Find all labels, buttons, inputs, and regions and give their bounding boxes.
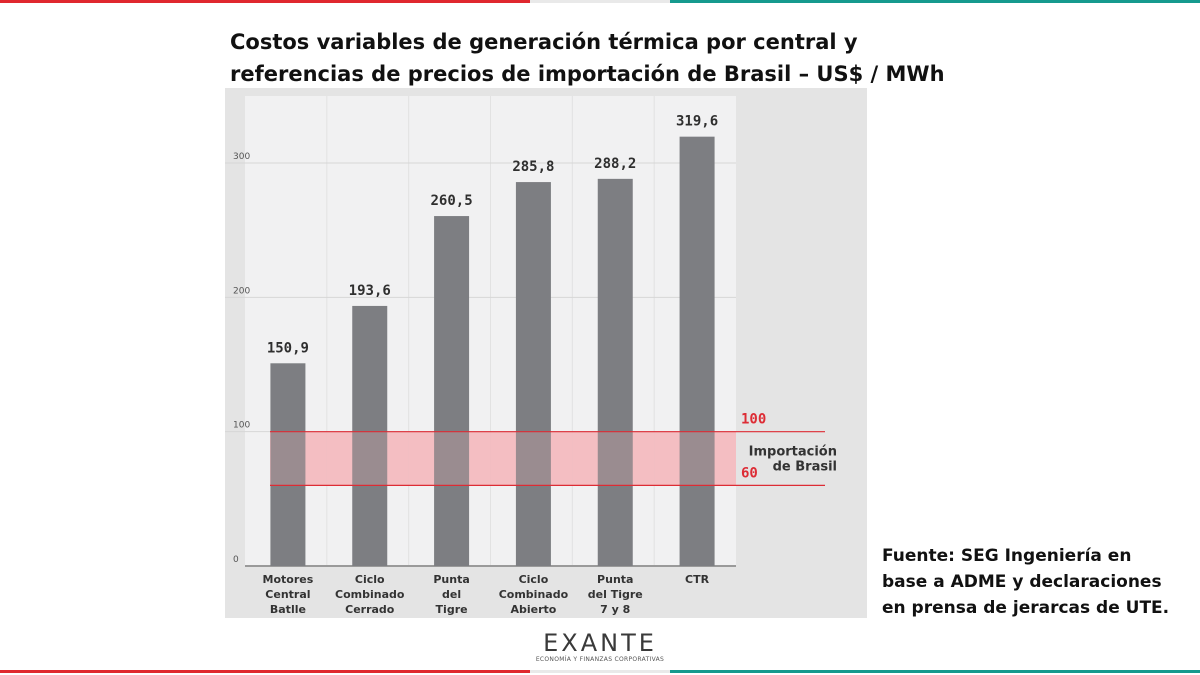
- bottom-stripe-teal: [670, 670, 1200, 673]
- bar: [434, 216, 470, 567]
- bar: [270, 363, 306, 566]
- chart-title-line-1: Costos variables de generación térmica p…: [230, 30, 858, 54]
- x-category-label: Combinado: [335, 588, 405, 601]
- bar: [352, 305, 388, 566]
- bar-value-label: 150,9: [267, 340, 309, 356]
- chart-title-line-2: referencias de precios de importación de…: [230, 62, 945, 86]
- x-category-label: del Tigre: [588, 588, 643, 601]
- band-name-label: Importación: [749, 445, 837, 460]
- chart-title: Costos variables de generación térmica p…: [230, 26, 945, 90]
- chart-panel: 0 100 200 300 150,9 Motores Central Batlle 193,6…: [225, 88, 867, 618]
- import-band: [270, 431, 736, 486]
- x-category-label: Cerrado: [345, 603, 395, 616]
- bottom-stripe-gray: [530, 670, 670, 673]
- band-name-label: de Brasil: [773, 460, 837, 475]
- x-category-label: Motores: [263, 573, 314, 586]
- top-stripe: [0, 0, 1200, 3]
- logo-subtitle: ECONOMÍA Y FINANZAS CORPORATIVAS: [535, 656, 665, 663]
- top-stripe-gray: [530, 0, 670, 3]
- band-high-label: 100: [741, 412, 766, 428]
- y-tick-label: 300: [233, 152, 250, 162]
- source-line-1: Fuente: SEG Ingeniería en: [882, 546, 1132, 566]
- y-tick-label: 200: [233, 286, 250, 296]
- band-low-label: 60: [741, 465, 758, 481]
- bar-value-label: 319,6: [676, 114, 718, 130]
- bar-chart: 0 100 200 300 150,9 Motores Central Batlle 193,6…: [225, 96, 837, 616]
- bottom-stripe-red: [0, 670, 530, 673]
- x-category-label: Punta: [433, 573, 469, 586]
- top-stripe-teal: [670, 0, 1200, 3]
- top-stripe-red: [0, 0, 530, 3]
- x-category-label: CTR: [685, 573, 710, 586]
- bar: [679, 136, 715, 567]
- source-line-2: base a ADME y declaraciones: [882, 572, 1162, 592]
- bar: [515, 182, 551, 567]
- x-category-label: Abierto: [510, 603, 556, 616]
- import-band-overlay: [270, 431, 736, 486]
- bar-value-label: 285,8: [512, 159, 554, 175]
- bar: [597, 178, 633, 567]
- x-category-label: Tigre: [436, 603, 468, 616]
- source-note: Fuente: SEG Ingeniería en base a ADME y …: [882, 543, 1182, 621]
- source-line-3: en prensa de jerarcas de UTE.: [882, 598, 1170, 618]
- bar-value-label: 193,6: [349, 283, 391, 299]
- bottom-stripe: [0, 670, 1200, 673]
- x-category-label: Batlle: [270, 603, 306, 616]
- bar-value-label: 260,5: [431, 193, 473, 209]
- x-category-label: Combinado: [499, 588, 569, 601]
- x-category-label: 7 y 8: [600, 603, 630, 616]
- x-category-label: Ciclo: [519, 573, 549, 586]
- y-tick-label: 0: [233, 555, 239, 565]
- exante-logo: EXANTE ECONOMÍA Y FINANZAS CORPORATIVAS: [530, 630, 670, 668]
- y-tick-label: 100: [233, 421, 250, 431]
- logo-wordmark: EXANTE: [543, 629, 657, 657]
- bar-value-label: 288,2: [594, 156, 636, 172]
- x-category-label: Ciclo: [355, 573, 385, 586]
- x-category-label: Central: [265, 588, 310, 601]
- x-category-label: del: [442, 588, 461, 601]
- x-category-label: Punta: [597, 573, 633, 586]
